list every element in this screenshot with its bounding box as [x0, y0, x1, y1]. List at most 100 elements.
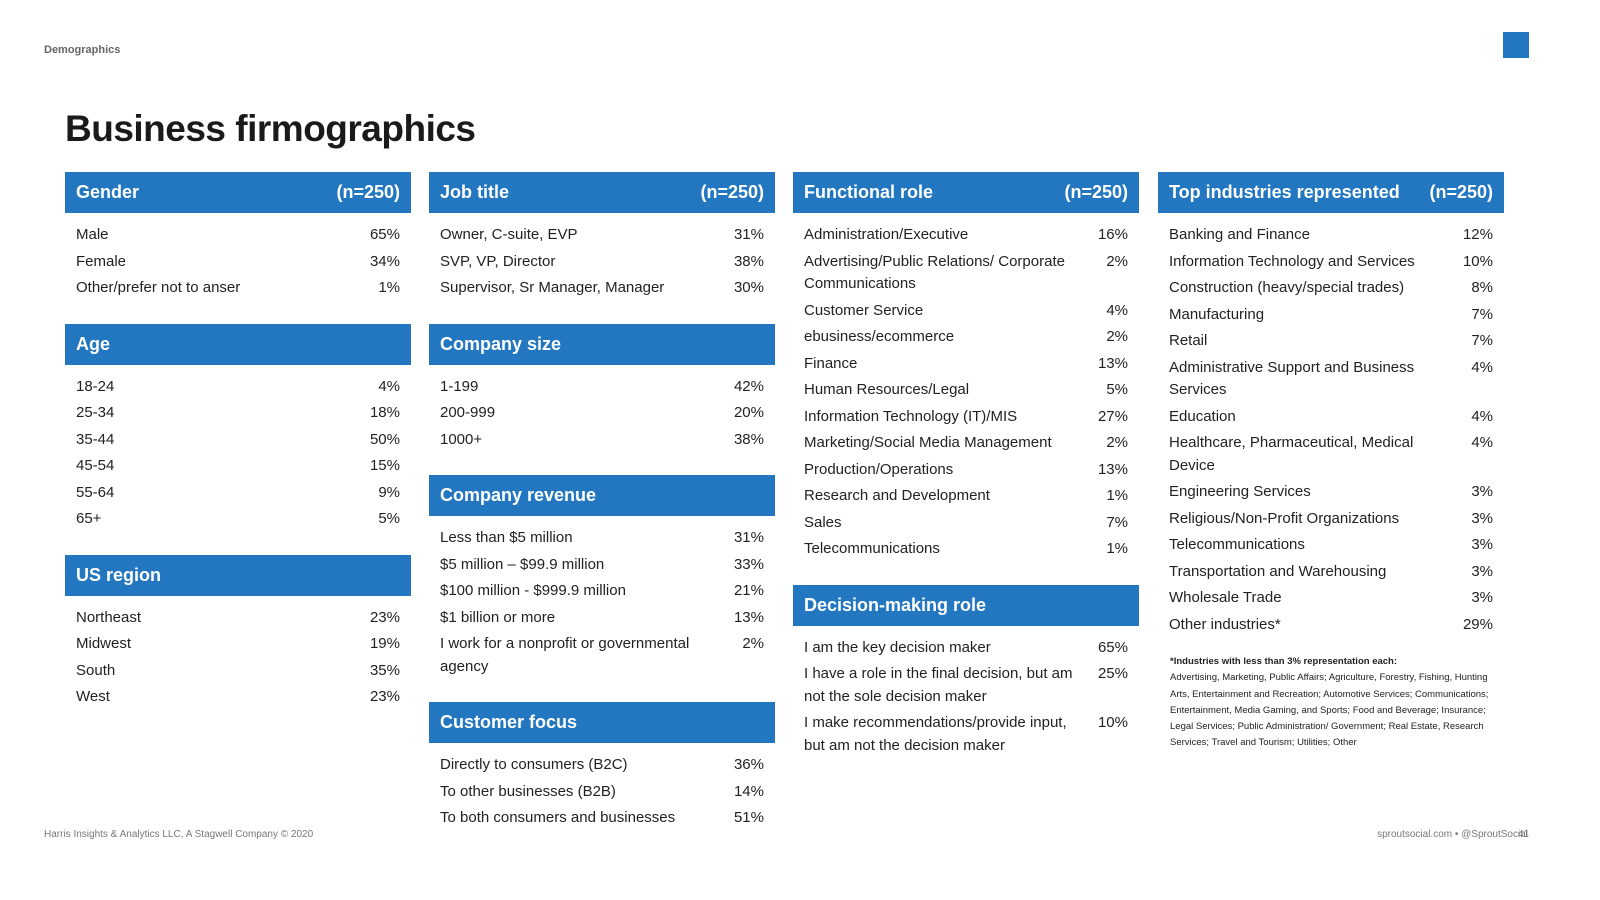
- row-label: West: [76, 688, 110, 705]
- row-value: 5%: [1106, 381, 1128, 398]
- row-label: I am the key decision maker: [804, 638, 991, 656]
- row-label: Supervisor, Sr Manager, Manager: [440, 279, 665, 296]
- table-row: Education 4%: [1169, 406, 1493, 429]
- row-value: 4%: [1471, 358, 1493, 376]
- row-label: 35-44: [76, 430, 115, 448]
- industries-footnote: *Industries with less than 3% representa…: [1158, 654, 1498, 752]
- row-label: 1000+: [440, 430, 483, 448]
- row-value: 31%: [733, 226, 764, 243]
- table-row: Engineering Services 3%: [1169, 481, 1493, 504]
- table-row: Religious/Non-Profit Organizations 3%: [1169, 508, 1493, 531]
- functional-role-title: Functional role: [804, 182, 934, 202]
- row-label: ebusiness/ecommerce: [804, 328, 955, 345]
- table-row: Construction (heavy/special trades) 8%: [1169, 277, 1493, 300]
- column-2: Job title (n=250) Owner, C-suite, EVP 31%…: [429, 172, 775, 854]
- row-value: 20%: [733, 404, 764, 421]
- row-value: 19%: [369, 635, 400, 652]
- footnote-title: *Industries with less than 3% representa…: [1170, 656, 1398, 667]
- row-label: Administrative Support and Business Serv…: [1169, 358, 1415, 399]
- row-value: 2%: [1106, 252, 1128, 270]
- row-value: 4%: [1471, 407, 1493, 425]
- table-row: 45-54 15%: [76, 455, 400, 478]
- table-row: $1 billion or more 13%: [440, 607, 764, 630]
- customer-focus-block: Customer focus Directly to consumers (B2…: [429, 702, 775, 830]
- table-row: Telecommunications 3%: [1169, 534, 1493, 557]
- table-row: Production/Operations 13%: [804, 459, 1128, 482]
- row-value: 29%: [1462, 615, 1493, 633]
- row-label: Less than $5 million: [440, 529, 573, 546]
- footnote-line: Advertising, Marketing, Public Affairs; …: [1170, 672, 1488, 684]
- table-row: West 23%: [76, 686, 400, 709]
- row-label: Manufacturing: [1169, 305, 1265, 323]
- table-row: SVP, VP, Director 38%: [440, 251, 764, 274]
- table-row: I work for a nonprofit or governmental a…: [440, 633, 764, 678]
- customer-focus-title: Customer focus: [440, 712, 578, 732]
- age-header: Age: [65, 323, 411, 365]
- row-label: Religious/Non-Profit Organizations: [1169, 509, 1400, 527]
- table-row: 200-999 20%: [440, 402, 764, 425]
- row-value: 36%: [733, 756, 764, 773]
- table-row: Administration/Executive 16%: [804, 224, 1128, 247]
- table-row: Transportation and Warehousing 3%: [1169, 561, 1493, 584]
- row-value: 4%: [1106, 301, 1128, 319]
- row-label: Banking and Finance: [1169, 226, 1310, 243]
- table-row: 65+ 5%: [76, 508, 400, 531]
- age-block: Age 18-24 4% 25-34 18% 35-44 50% 45-54 15% 55-64…: [65, 323, 411, 531]
- row-label: Sales: [804, 513, 842, 531]
- industries-header: Top industries represented (n=250): [1158, 172, 1504, 213]
- table-row: Research and Development 1%: [804, 485, 1128, 508]
- gender-header: Gender (n=250): [65, 172, 411, 213]
- us-region-header: US region: [65, 554, 411, 596]
- job-title-header: Job title (n=250): [429, 172, 775, 213]
- row-label: Engineering Services: [1169, 483, 1311, 500]
- job-title-title: Job title: [440, 182, 510, 202]
- table-row: 1-199 42%: [440, 376, 764, 399]
- row-value: 3%: [1471, 483, 1493, 500]
- industries-block: Top industries represented (n=250) Banki…: [1158, 172, 1504, 636]
- brand-square: [1503, 32, 1529, 58]
- footnote-line: Entertainment, Media Gaming, and Sports;…: [1170, 704, 1486, 749]
- table-row: 35-44 50%: [76, 429, 400, 452]
- row-label: I work for a nonprofit or governmental a…: [440, 635, 690, 675]
- row-label: Finance: [804, 354, 858, 372]
- age-title: Age: [76, 333, 111, 354]
- customer-focus-header: Customer focus: [429, 702, 775, 743]
- row-value: 30%: [733, 279, 764, 296]
- row-value: 2%: [742, 635, 764, 652]
- table-row: Healthcare, Pharmaceutical, Medical Devi…: [1169, 432, 1493, 477]
- row-label: Midwest: [76, 635, 132, 652]
- row-label: Information Technology (IT)/MIS: [804, 407, 1018, 425]
- row-label: I have a role in the final decision, but…: [804, 665, 1073, 705]
- row-label: $100 million - $999.9 million: [440, 582, 626, 599]
- table-row: 55-64 9%: [76, 482, 400, 505]
- footnote-line: Arts, Entertainment and Recreation; Auto…: [1170, 688, 1489, 700]
- row-label: Research and Development: [804, 487, 990, 504]
- table-row: ebusiness/ecommerce 2%: [804, 326, 1128, 349]
- row-label: Marketing/Social Media Management: [804, 434, 1052, 451]
- table-row: Other industries* 29%: [1169, 614, 1493, 637]
- row-value: 7%: [1106, 513, 1128, 531]
- row-value: 65%: [1097, 638, 1128, 656]
- row-value: 15%: [369, 457, 400, 474]
- row-value: 3%: [1471, 589, 1493, 606]
- company-revenue-header: Company revenue: [429, 475, 775, 516]
- table-row: Sales 7%: [804, 512, 1128, 535]
- row-label: Education: [1169, 407, 1236, 425]
- row-value: 1%: [378, 279, 400, 296]
- row-label: Female: [76, 252, 127, 270]
- gender-block: Gender (n=250) Male 65% Female 34% Other/pre…: [65, 172, 411, 300]
- row-label: Other industries*: [1169, 615, 1281, 633]
- table-row: Owner, C-suite, EVP 31%: [440, 224, 764, 247]
- us-region-title: US region: [76, 564, 162, 585]
- table-row: Northeast 23%: [76, 607, 400, 630]
- table-row: Retail 7%: [1169, 330, 1493, 353]
- table-row: Midwest 19%: [76, 633, 400, 656]
- table-row: $100 million - $999.9 million 21%: [440, 580, 764, 603]
- row-value: 18%: [369, 404, 400, 421]
- table-row: Marketing/Social Media Management 2%: [804, 432, 1128, 455]
- table-row: Female 34%: [76, 251, 400, 274]
- row-label: Administration/Executive: [804, 226, 969, 243]
- row-value: 7%: [1471, 332, 1493, 349]
- row-value: 1%: [1106, 487, 1128, 504]
- row-label: Customer Service: [804, 301, 924, 319]
